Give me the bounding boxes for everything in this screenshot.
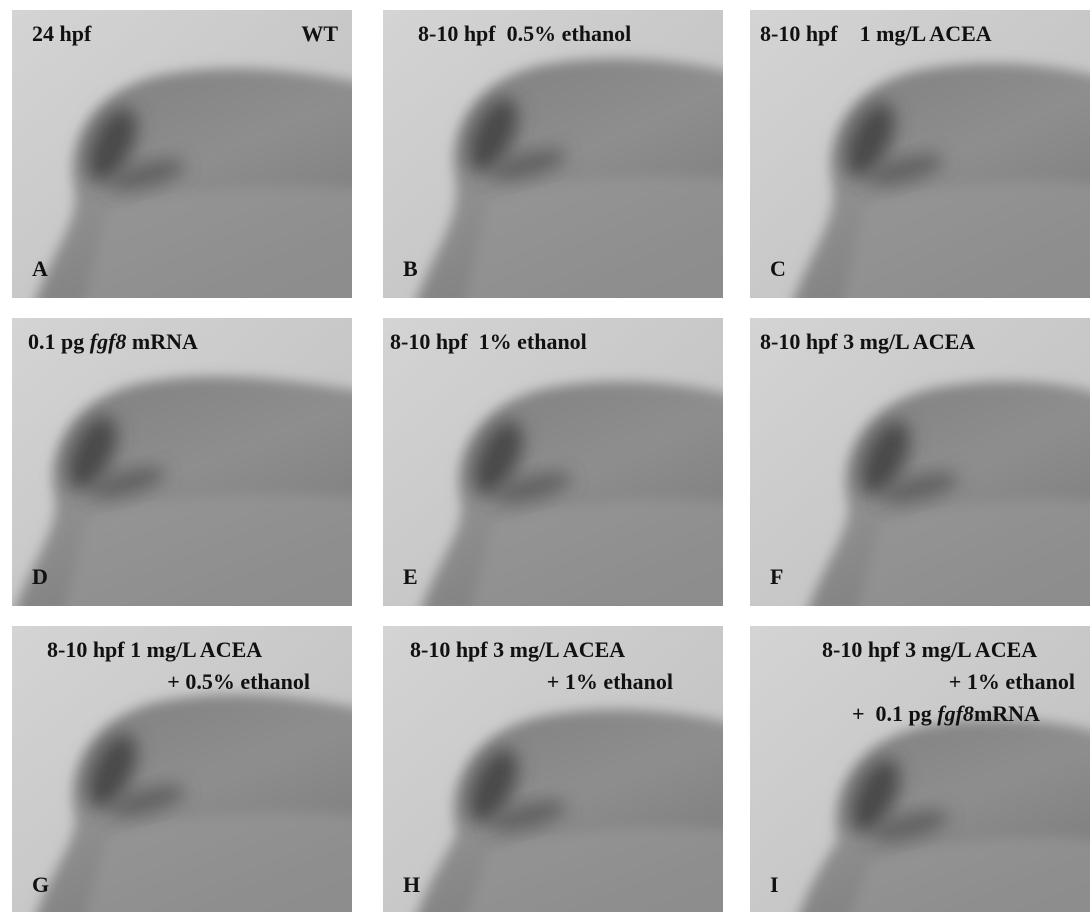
figure: 24 hpfWTA8-10 hpf 0.5% ethanolB8-10 hpf … xyxy=(0,0,1090,912)
panel-label: WT xyxy=(301,22,338,46)
panel-label: + 1% ethanol xyxy=(547,670,673,694)
panel-letter: I xyxy=(770,872,779,898)
panel-label: 24 hpf xyxy=(32,22,91,46)
label-segment: mRNA xyxy=(974,701,1040,726)
panel-letter: D xyxy=(32,564,48,590)
panel-letter: F xyxy=(770,564,783,590)
panel-letter: G xyxy=(32,872,49,898)
panel-label: 8-10 hpf 3 mg/L ACEA xyxy=(822,638,1037,662)
micrograph xyxy=(383,318,723,606)
label-segment: 8-10 hpf 3 mg/L ACEA xyxy=(410,637,625,662)
panel-letter: H xyxy=(403,872,420,898)
image-panel: 8-10 hpf 3 mg/L ACEA + 1% ethanol + 0.1 pg… xyxy=(750,626,1090,912)
label-segment: 24 hpf xyxy=(32,21,91,46)
image-panel: 8-10 hpf 3 mg/L ACEA + 1% ethanol H xyxy=(383,626,723,912)
image-panel: 0.1 pg fgf8 mRNA D xyxy=(12,318,352,606)
label-segment: 8-10 hpf 1% ethanol xyxy=(390,329,587,354)
panel-label: 8-10 hpf 1% ethanol xyxy=(390,330,587,354)
image-panel: 8-10 hpf 3 mg/L ACEA F xyxy=(750,318,1090,606)
panel-label: 8-10 hpf 3 mg/L ACEA xyxy=(410,638,625,662)
label-segment: + 1% ethanol xyxy=(547,669,673,694)
panel-label: + 0.5% ethanol xyxy=(167,670,310,694)
label-segment: 8-10 hpf 1 mg/L ACEA xyxy=(47,637,262,662)
panel-label: 8-10 hpf 0.5% ethanol xyxy=(418,22,631,46)
image-panel: 8-10 hpf 0.5% ethanol B xyxy=(383,10,723,298)
panel-label: 8-10 hpf 3 mg/L ACEA xyxy=(760,330,975,354)
label-segment: 8-10 hpf 1 mg/L ACEA xyxy=(760,21,992,46)
label-segment: fgf8 xyxy=(937,701,974,726)
label-segment: fgf8 xyxy=(90,329,127,354)
image-panel: 24 hpf WT A xyxy=(12,10,352,298)
micrograph xyxy=(383,10,723,298)
panel-letter: B xyxy=(403,256,418,282)
label-segment: mRNA xyxy=(126,329,198,354)
label-segment: 8-10 hpf 0.5% ethanol xyxy=(418,21,631,46)
panel-label: 8-10 hpf 1 mg/L ACEA xyxy=(760,22,992,46)
micrograph xyxy=(12,318,352,606)
panel-letter: C xyxy=(770,256,786,282)
panel-label: 8-10 hpf 1 mg/L ACEA xyxy=(47,638,262,662)
label-segment: + 0.1 pg xyxy=(852,701,937,726)
label-segment: 8-10 hpf 3 mg/L ACEA xyxy=(822,637,1037,662)
panel-label: + 1% ethanol xyxy=(949,670,1075,694)
panel-label: + 0.1 pg fgf8mRNA xyxy=(852,702,1040,726)
micrograph xyxy=(12,10,352,298)
image-panel: 8-10 hpf 1 mg/L ACEA + 0.5% ethanol G xyxy=(12,626,352,912)
label-segment: 8-10 hpf 3 mg/L ACEA xyxy=(760,329,975,354)
label-segment: 0.1 pg xyxy=(28,329,90,354)
label-segment: + 1% ethanol xyxy=(949,669,1075,694)
panel-letter: E xyxy=(403,564,418,590)
image-panel: 8-10 hpf 1 mg/L ACEA C xyxy=(750,10,1090,298)
panel-label: 0.1 pg fgf8 mRNA xyxy=(28,330,198,354)
label-segment: + 0.5% ethanol xyxy=(167,669,310,694)
image-panel: 8-10 hpf 1% ethanol E xyxy=(383,318,723,606)
panel-letter: A xyxy=(32,256,48,282)
micrograph xyxy=(750,318,1090,606)
micrograph xyxy=(750,10,1090,298)
label-segment: WT xyxy=(301,21,338,46)
